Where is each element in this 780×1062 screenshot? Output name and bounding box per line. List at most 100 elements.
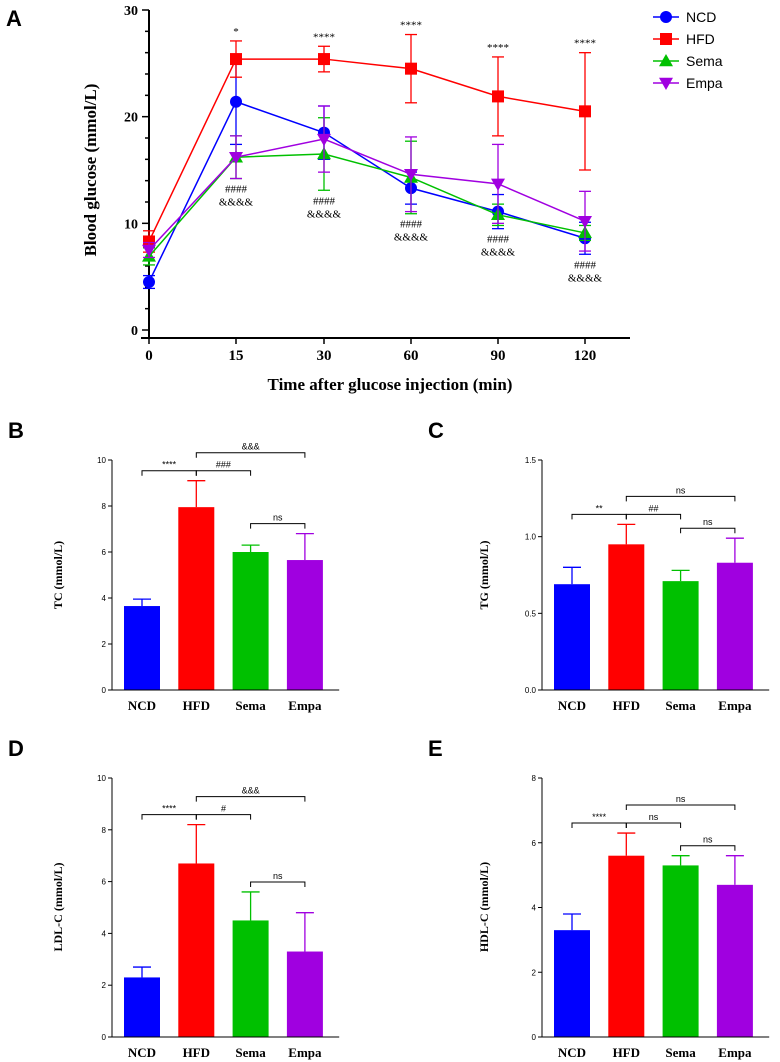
series-ncd-point [230,95,242,108]
category-label-c: HFD [613,698,640,713]
bracket-line [195,814,252,820]
y-axis-label-e: HDL-C (mmol/L) [477,862,491,952]
y-tick-label-c: 0.5 [525,609,537,618]
y-tick-label-e: 2 [532,968,537,977]
legend-empa-label: Empa [686,75,723,91]
category-label-d: HFD [183,1045,210,1060]
category-label-e: NCD [558,1045,586,1060]
category-label-b: Empa [288,698,322,713]
significance-bracket-c: ** [571,503,627,520]
category-label-d: NCD [128,1045,156,1060]
bracket-label: **** [592,812,607,822]
panel-label-c: C [428,418,444,443]
significance-bracket-b: &&& [195,442,306,458]
y-tick-label-a: 30 [124,4,138,19]
legend-sema-label: Sema [686,53,723,69]
x-axis-label-a: Time after glucose injection (min) [268,375,513,394]
x-tick-label-a: 60 [404,348,419,364]
legend-sema-point [659,54,673,67]
bracket-label: ### [216,460,231,470]
bar-ncd [124,606,160,690]
y-tick-label-a: 0 [131,324,138,339]
y-tick-label-c: 0.0 [525,686,537,695]
bracket-line [250,881,306,887]
series-ncd-point [143,276,155,288]
series-hfd-line [148,58,586,242]
y-tick-label-e: 0 [532,1033,537,1042]
legend-hfd-point [660,33,672,45]
y-tick-label-b: 6 [102,548,107,557]
bracket-label: ns [273,513,283,523]
y-tick-label-a: 20 [124,111,138,126]
legend-ncd-point [660,11,672,23]
category-label-e: Empa [718,1045,752,1060]
panel-a: A 0 10 20 30 0 15 30 60 90 120 Time after glucose i… [6,4,723,394]
bracket-label: ns [703,517,713,527]
x-tick-label-a: 0 [145,348,153,364]
annotation-a: #### [400,219,423,231]
series-empa-point [229,151,243,165]
bracket-label: ns [273,871,283,881]
annotation-a: **** [487,42,509,54]
series-empa [142,105,592,259]
bracket-line [141,814,197,820]
significance-bracket-c: ns [625,485,736,502]
annotation-a: &&&& [219,197,254,209]
significance-bracket-e: **** [571,812,627,829]
bar-ncd [124,977,160,1037]
bar-ncd [554,584,590,690]
bar-hfd [608,544,645,690]
bracket-line [571,822,627,829]
bar-empa [716,562,753,690]
series-hfd-point [230,53,242,66]
bracket-line [250,523,306,529]
bracket-label: ** [596,503,604,513]
series-sema [142,117,592,266]
bracket-line [195,452,306,458]
bracket-label: **** [162,804,177,814]
bracket-line [625,513,682,520]
bracket-line [141,470,197,476]
series-hfd-point [405,62,417,75]
annotation-a: #### [487,234,510,246]
annotation-a: &&&& [568,272,603,284]
significance-bracket-b: ### [195,460,252,476]
series-hfd-point [579,105,591,118]
y-axis-label-a: Blood glucose (mmol/L) [81,84,100,257]
category-label-d: Empa [288,1045,322,1060]
series-empa-point [578,215,592,229]
series-empa-point [404,169,418,182]
series-ncd [143,58,591,290]
legend-hfd-label: HFD [686,31,715,47]
series-empa-point [317,133,331,147]
series-empa-point [491,178,505,191]
bracket-label: &&& [242,786,260,796]
series-hfd-point [318,53,330,66]
series-empa-point [142,244,156,257]
bracket-line [625,822,682,829]
panel-e: E 0 2 4 6 8 NCD HFD Sema Empa HDL-C (mmol/L) **** ns… [428,736,770,1060]
significance-bracket-b: ns [250,513,306,529]
y-tick-label-e: 4 [532,904,537,913]
category-label-b: Sema [235,698,266,713]
bracket-line [571,513,627,520]
bracket-label: ## [648,503,658,513]
y-tick-label-e: 6 [532,839,537,848]
series-empa-line [148,138,586,251]
annotation-a: **** [313,31,335,43]
bracket-line [195,796,306,802]
annotation-a: &&&& [307,208,342,220]
bar-hfd [178,863,215,1037]
bracket-label: # [221,804,226,814]
bracket-line [195,470,252,476]
y-tick-label-d: 8 [102,826,107,835]
significance-bracket-c: ns [680,517,736,534]
bar-empa [716,884,753,1037]
bar-ncd [554,930,590,1037]
category-label-b: NCD [128,698,156,713]
panel-label-a: A [6,6,22,31]
bracket-line [680,845,736,851]
x-tick-label-a: 30 [317,348,332,364]
annotation-a: #### [313,195,336,207]
